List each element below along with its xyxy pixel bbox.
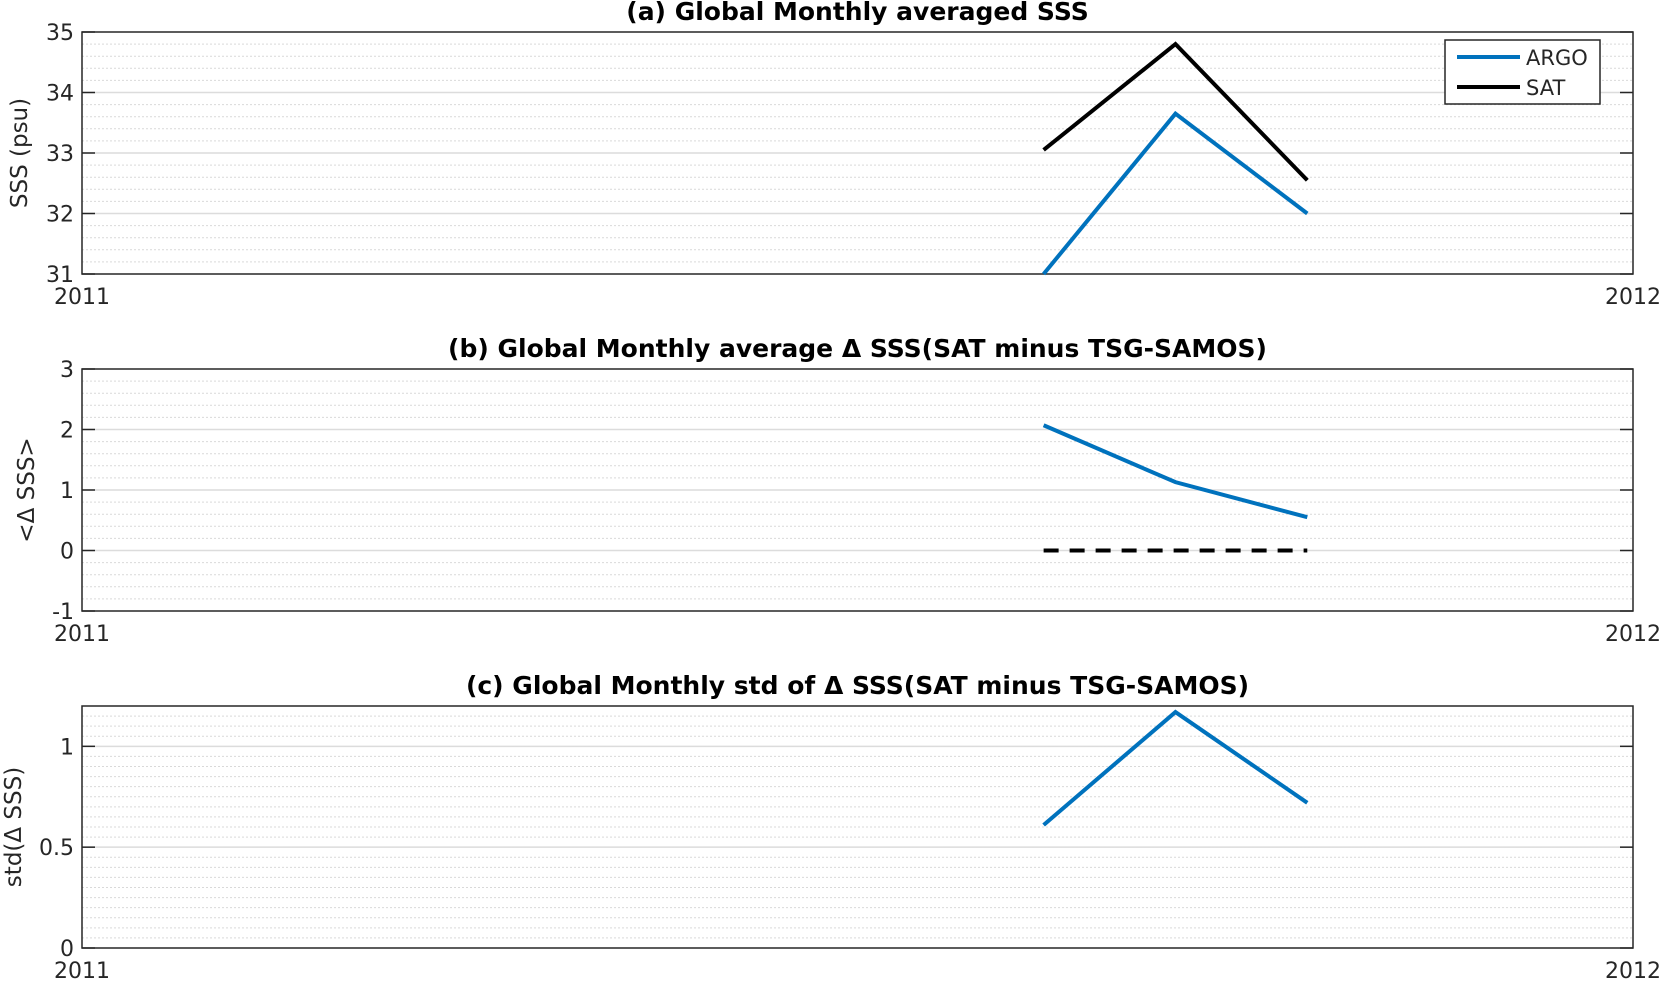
chart-panel-b: -1 0 1 2 3 2011 2012 (b) Global Monthly average… xyxy=(14,334,1661,647)
y-tick-label: -1 xyxy=(52,600,74,625)
x-tick-label: 2012 xyxy=(1605,622,1661,647)
chart-panel-a: 31 32 33 34 35 2011 2012 (a) Global Monthly ave… xyxy=(7,0,1661,310)
x-tick-label: 2012 xyxy=(1605,959,1661,982)
series-line-sat xyxy=(1042,41,1309,182)
y-tick-label: 2 xyxy=(60,419,74,444)
y-tick-label: 32 xyxy=(46,203,74,228)
y-tick-label: 0 xyxy=(60,540,74,565)
y-tick-label: 3 xyxy=(60,358,74,383)
legend-label: SAT xyxy=(1526,76,1565,100)
y-tick-label: 34 xyxy=(46,82,74,107)
chart-title: (c) Global Monthly std of Δ SSS(SAT minu… xyxy=(466,671,1249,700)
y-axis-label: std(Δ SSS) xyxy=(1,767,27,887)
axes-box xyxy=(81,705,1634,949)
y-tick-label: 33 xyxy=(46,142,74,167)
legend-label: ARGO xyxy=(1526,46,1588,70)
x-tick-label: 2011 xyxy=(54,622,110,647)
series-line-0 xyxy=(1042,709,1309,827)
y-tick-label: 0.5 xyxy=(39,836,74,861)
y-tick-label: 35 xyxy=(46,21,74,46)
y-tick-label: 1 xyxy=(60,735,74,760)
chart-title: (b) Global Monthly average Δ SSS(SAT min… xyxy=(448,334,1267,363)
y-axis-label: SSS (psu) xyxy=(7,98,33,208)
chart-title: (a) Global Monthly averaged SSS xyxy=(626,0,1088,26)
x-tick-label: 2011 xyxy=(54,285,110,310)
y-tick-label: 1 xyxy=(60,479,74,504)
x-tick-label: 2012 xyxy=(1605,285,1661,310)
y-axis-label: <Δ SSS> xyxy=(14,437,40,542)
series-line-0 xyxy=(1042,423,1308,520)
legend: ARGO SAT xyxy=(1444,39,1601,105)
chart-panel-c: 0 0.5 1 2011 2012 (c) Global Monthly std of Δ… xyxy=(1,671,1661,982)
x-tick-label: 2011 xyxy=(54,959,110,982)
series-line-argo xyxy=(1042,110,1309,276)
legend-box xyxy=(1444,39,1601,105)
y-tick-label: 0 xyxy=(60,937,74,962)
y-tick-label: 31 xyxy=(46,263,74,288)
